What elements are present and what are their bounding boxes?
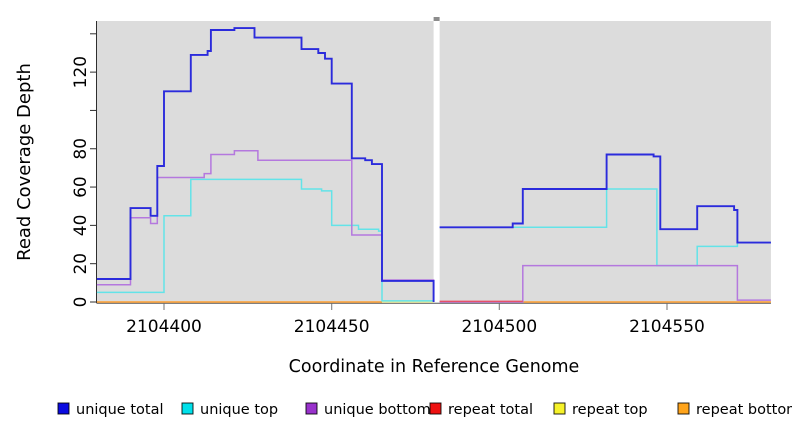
legend-label: repeat bottom	[696, 402, 792, 418]
x-tick-label: 2104450	[294, 317, 370, 337]
plot-panels	[96, 17, 771, 303]
data-series	[96, 27, 771, 303]
legend-label: repeat total	[448, 402, 533, 418]
legend-item-unique-top: unique top	[181, 402, 278, 418]
legend-item-repeat-top: repeat top	[553, 402, 648, 418]
legend-swatch-repeat-total	[429, 402, 442, 415]
x-tick-label: 2104500	[461, 317, 537, 337]
panel-left	[96, 21, 434, 303]
legend-item-unique-bottom: unique bottom	[305, 402, 431, 418]
legend-item-unique-total: unique total	[57, 402, 164, 418]
legend-label: unique top	[200, 402, 278, 418]
legend-label: repeat top	[572, 402, 648, 418]
gap-top-cap	[433, 17, 440, 21]
x-tick-label: 2104550	[629, 317, 705, 337]
legend-swatch-repeat-top	[553, 402, 566, 415]
y-tick-label: 0	[71, 297, 91, 308]
legend-item-repeat-bottom: repeat bottom	[677, 402, 792, 418]
series-unique-top	[96, 178, 434, 302]
panel-right	[439, 21, 771, 303]
y-tick-label: 60	[71, 176, 91, 198]
legend-label: unique total	[76, 402, 164, 418]
series-unique-total	[96, 27, 435, 302]
legend-item-repeat-total: repeat total	[429, 402, 533, 418]
y-axis-title: Read Coverage Depth	[14, 63, 35, 261]
x-tick-label: 2104400	[126, 317, 202, 337]
tick-labels: 0 20 40 60 80 120 2104400 2104450 2104500 2104550	[71, 56, 705, 337]
legend-swatch-repeat-bottom	[677, 402, 690, 415]
series-unique-total	[439, 153, 771, 244]
x-axis-title: Coordinate in Reference Genome	[289, 357, 580, 377]
legend-swatch-unique-bottom	[305, 402, 318, 415]
y-tick-label: 120	[71, 56, 91, 88]
y-tick-label: 40	[71, 215, 91, 237]
legend-swatch-unique-top	[181, 402, 194, 415]
y-tick-label: 20	[71, 253, 91, 275]
y-tick-label: 80	[71, 138, 91, 160]
legend-swatch-unique-total	[57, 402, 70, 415]
series-unique-bottom	[96, 149, 435, 302]
axes	[90, 21, 771, 310]
legend: unique total unique top unique bottom repea…	[57, 402, 792, 418]
legend-label: unique bottom	[324, 402, 431, 418]
